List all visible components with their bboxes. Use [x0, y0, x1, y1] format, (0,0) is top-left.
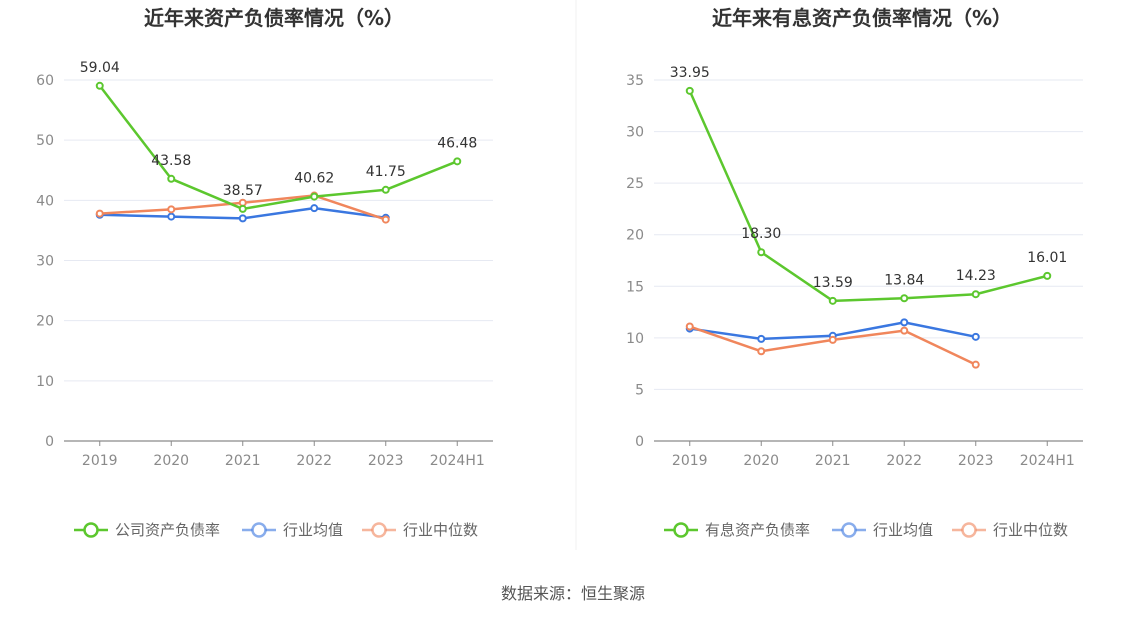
y-tick-label: 35 — [626, 73, 644, 89]
x-tick-label: 2023 — [368, 453, 404, 469]
data-label: 43.58 — [151, 153, 191, 169]
data-point — [1043, 271, 1052, 280]
data-point — [900, 318, 909, 327]
x-tick-label: 2019 — [82, 453, 118, 469]
data-point — [828, 335, 837, 344]
data-label: 18.30 — [741, 226, 781, 242]
x-tick-label: 2024H1 — [430, 453, 485, 469]
data-point — [757, 347, 766, 356]
data-point — [381, 185, 390, 194]
data-point — [310, 204, 319, 213]
legend-item[interactable]: 行业中位数 — [362, 521, 478, 539]
data-label: 16.01 — [1027, 250, 1067, 266]
y-tick-label: 5 — [635, 382, 644, 398]
data-point — [828, 296, 837, 305]
data-point — [238, 204, 247, 213]
y-tick-label: 50 — [36, 133, 54, 149]
data-label: 46.48 — [437, 135, 477, 151]
data-point — [900, 326, 909, 335]
x-tick-label: 2021 — [225, 453, 261, 469]
data-point — [757, 334, 766, 343]
legend-item[interactable]: 公司资产负债率 — [74, 521, 220, 539]
data-point — [900, 294, 909, 303]
legend-label: 行业中位数 — [403, 521, 478, 539]
x-tick-label: 2022 — [296, 453, 332, 469]
legend-item[interactable]: 行业中位数 — [952, 521, 1068, 539]
y-tick-label: 60 — [36, 73, 54, 89]
legend-marker — [673, 522, 689, 538]
legend-label: 行业均值 — [283, 521, 343, 539]
data-label: 13.84 — [884, 272, 924, 288]
data-point — [95, 81, 104, 90]
x-tick-label: 2024H1 — [1020, 453, 1075, 469]
y-tick-label: 20 — [626, 228, 644, 244]
chart-title: 近年来资产负债率情况（%） — [144, 6, 404, 30]
x-tick-label: 2023 — [958, 453, 994, 469]
y-tick-label: 10 — [626, 331, 644, 347]
data-point — [238, 198, 247, 207]
x-tick-label: 2022 — [886, 453, 922, 469]
data-point — [310, 192, 319, 201]
legend-marker — [961, 522, 977, 538]
data-label: 33.95 — [670, 65, 710, 81]
debt-ratio-chart: 近年来资产负债率情况（%） 0 10 20 30 40 50 60 2019 2020 2021 20… — [36, 6, 493, 539]
data-label: 40.62 — [294, 171, 334, 187]
series-line — [98, 85, 458, 211]
data-point — [971, 332, 980, 341]
data-point — [453, 157, 462, 166]
legend-label: 公司资产负债率 — [115, 521, 220, 539]
data-point — [167, 212, 176, 221]
chart-title: 近年来有息资产负债率情况（%） — [712, 6, 1012, 30]
data-label: 59.04 — [80, 60, 120, 76]
x-tick-label: 2020 — [153, 453, 189, 469]
interest-debt-ratio-chart: 近年来有息资产负债率情况（%） 0 5 10 15 20 25 30 35 2019 2020 202… — [626, 6, 1083, 539]
data-point — [238, 214, 247, 223]
legend-label: 行业均值 — [873, 521, 933, 539]
data-point — [167, 205, 176, 214]
y-tick-label: 30 — [626, 125, 644, 141]
y-tick-label: 25 — [626, 176, 644, 192]
y-tick-label: 10 — [36, 374, 54, 390]
y-tick-label: 0 — [635, 434, 644, 450]
data-point — [757, 248, 766, 257]
data-label: 13.59 — [813, 275, 853, 291]
legend-item[interactable]: 行业均值 — [242, 521, 343, 539]
legend-label: 有息资产负债率 — [705, 521, 810, 539]
data-label: 38.57 — [223, 183, 263, 199]
data-label: 41.75 — [366, 164, 406, 180]
legend-item[interactable]: 有息资产负债率 — [664, 521, 810, 539]
source-text: 数据来源：恒生聚源 — [501, 584, 645, 603]
x-tick-label: 2020 — [743, 453, 779, 469]
data-label: 14.23 — [956, 268, 996, 284]
data-point — [971, 360, 980, 369]
legend-marker — [83, 522, 99, 538]
data-point — [685, 86, 694, 95]
y-tick-label: 20 — [36, 314, 54, 330]
series-line — [688, 90, 1048, 303]
legend-marker — [841, 522, 857, 538]
legend-marker — [371, 522, 387, 538]
y-tick-label: 0 — [45, 434, 54, 450]
data-point — [95, 209, 104, 218]
legend-label: 行业中位数 — [993, 521, 1068, 539]
y-tick-label: 15 — [626, 279, 644, 295]
data-point — [685, 322, 694, 331]
data-point — [167, 174, 176, 183]
legend-item[interactable]: 行业均值 — [832, 521, 933, 539]
y-tick-label: 40 — [36, 193, 54, 209]
x-tick-label: 2019 — [672, 453, 708, 469]
data-point — [381, 215, 390, 224]
y-tick-label: 30 — [36, 254, 54, 270]
data-point — [971, 290, 980, 299]
x-tick-label: 2021 — [815, 453, 851, 469]
legend-marker — [251, 522, 267, 538]
